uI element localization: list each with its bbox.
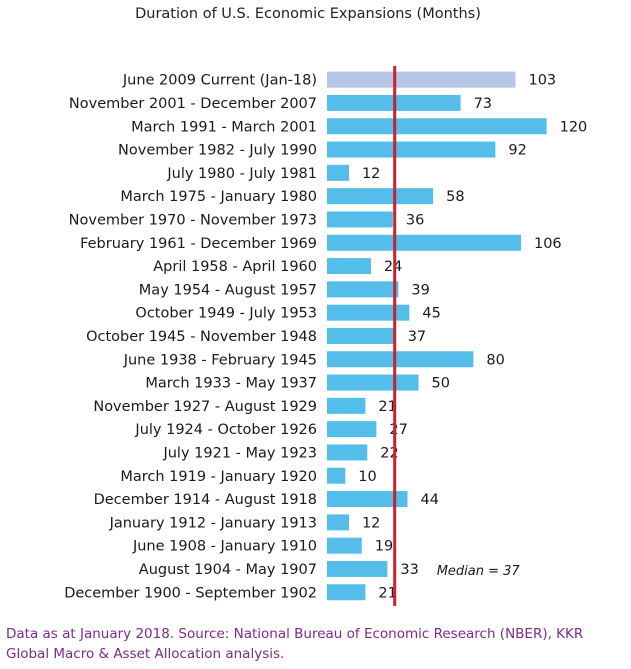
bar	[327, 374, 419, 391]
value-label: 37	[408, 329, 426, 345]
value-label: 58	[446, 189, 464, 205]
bar	[327, 444, 368, 461]
category-label: March 1991 - March 2001	[131, 119, 317, 135]
category-label: May 1954 - August 1957	[139, 282, 317, 298]
chart-title: Duration of U.S. Economic Expansions (Mo…	[135, 6, 481, 22]
value-label: 92	[508, 143, 526, 159]
bar	[327, 537, 362, 554]
bar	[327, 258, 371, 275]
bar	[327, 211, 393, 228]
bar	[327, 560, 388, 577]
category-label: March 1919 - January 1920	[120, 469, 317, 485]
category-label: November 1982 - July 1990	[118, 143, 317, 159]
category-label: July 1980 - July 1981	[166, 166, 317, 182]
category-label: July 1924 - October 1926	[134, 422, 317, 438]
category-label: July 1921 - May 1923	[162, 445, 317, 461]
value-label: 36	[406, 212, 424, 228]
bar	[327, 188, 434, 205]
bar	[327, 118, 547, 135]
labels-layer: June 2009 Current (Jan-18) 103 November 20…	[64, 73, 587, 602]
value-label: 12	[362, 515, 380, 531]
category-label: April 1958 - April 1960	[153, 259, 317, 275]
category-label: March 1975 - January 1980	[120, 189, 317, 205]
value-label: 24	[384, 259, 402, 275]
bars-layer	[327, 71, 547, 601]
value-label: 10	[358, 469, 376, 485]
bar	[327, 467, 346, 484]
value-label: 21	[378, 585, 396, 601]
value-label: 45	[422, 306, 440, 322]
value-label: 106	[534, 236, 562, 252]
value-label: 80	[486, 352, 504, 368]
bar	[327, 421, 377, 438]
category-label: January 1912 - January 1913	[109, 515, 317, 531]
bar	[327, 351, 474, 368]
category-label: June 1938 - February 1945	[123, 352, 317, 368]
value-label: 21	[378, 399, 396, 415]
value-label: 120	[560, 119, 588, 135]
category-label: June 2009 Current (Jan-18)	[122, 73, 317, 89]
value-label: 50	[432, 376, 450, 392]
value-label: 33	[400, 562, 418, 578]
source-note: Data as at January 2018. Source: Nationa…	[6, 626, 584, 662]
bar	[327, 234, 521, 251]
bar	[327, 71, 516, 88]
bar	[327, 327, 395, 344]
category-label: November 1927 - August 1929	[93, 399, 317, 415]
category-label: March 1933 - May 1937	[145, 376, 317, 392]
category-label: November 2001 - December 2007	[69, 96, 317, 112]
value-label: 44	[421, 492, 439, 508]
category-label: December 1914 - August 1918	[94, 492, 317, 508]
bar	[327, 397, 366, 414]
bar	[327, 164, 349, 181]
value-label: 19	[375, 539, 393, 555]
category-label: June 1908 - January 1910	[132, 539, 317, 555]
value-label: 103	[528, 73, 556, 89]
category-label: October 1945 - November 1948	[86, 329, 317, 345]
category-label: October 1949 - July 1953	[135, 306, 317, 322]
bar	[327, 304, 410, 321]
category-label: August 1904 - May 1907	[139, 562, 317, 578]
value-label: 27	[389, 422, 407, 438]
value-label: 12	[362, 166, 380, 182]
category-label: February 1961 - December 1969	[80, 236, 317, 252]
category-label: November 1970 - November 1973	[69, 212, 317, 228]
category-label: December 1900 - September 1902	[64, 585, 317, 601]
bar	[327, 281, 399, 298]
bar	[327, 141, 496, 158]
bar	[327, 514, 349, 531]
bar	[327, 491, 408, 508]
median-label: Median = 37	[437, 564, 521, 579]
value-label: 73	[474, 96, 492, 112]
value-label: 39	[411, 282, 429, 298]
bar	[327, 584, 366, 601]
